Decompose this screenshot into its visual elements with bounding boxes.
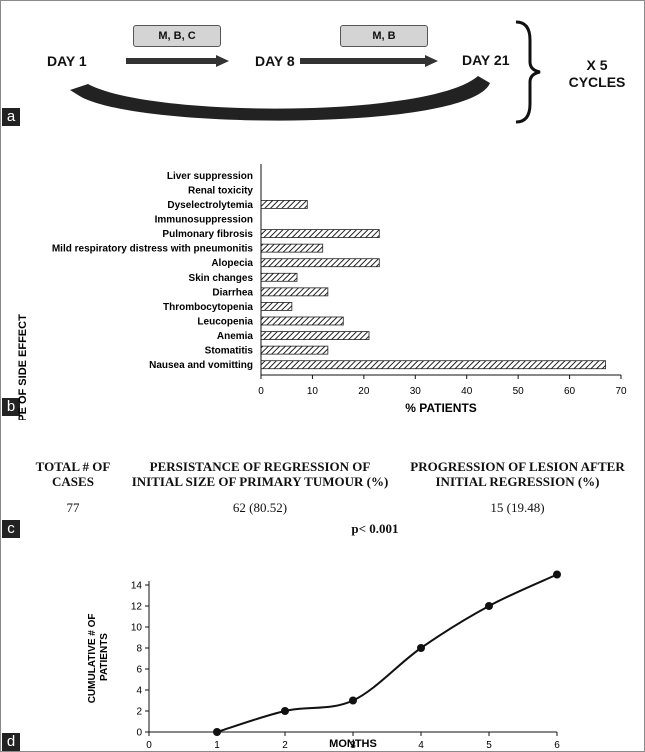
x-tick-label: 70 xyxy=(615,386,627,397)
data-point xyxy=(213,728,221,736)
category-label: Renal toxicity xyxy=(188,185,253,196)
x-tick-label: 6 xyxy=(554,740,560,750)
bar xyxy=(260,200,308,209)
category-label: Dyselectrolytemia xyxy=(167,200,253,211)
y-tick-label: 8 xyxy=(136,644,142,655)
bar xyxy=(260,316,344,326)
day-21-label: DAY 21 xyxy=(462,52,510,68)
panel-label-c: c xyxy=(2,520,20,538)
x-tick-label: 50 xyxy=(513,386,525,397)
data-point xyxy=(417,644,425,652)
y-axis-title-line1: CUMULATIVE # OF xyxy=(87,613,98,703)
category-label: Diarrhea xyxy=(212,287,253,298)
category-label: Leucopenia xyxy=(197,317,253,328)
data-point xyxy=(349,696,357,705)
table-value-persistence: 62 (80.52) xyxy=(232,500,288,515)
table-value-progression: 15 (19.48) xyxy=(490,500,545,515)
header-progression-line2: INITIAL REGRESSION (%) xyxy=(435,474,600,489)
x-tick-label: 60 xyxy=(564,386,576,397)
panel-label-b: b xyxy=(2,398,20,416)
cycle-brace xyxy=(515,20,541,124)
cycles-word: CYCLES xyxy=(568,74,626,90)
x-axis-title: MONTHS xyxy=(329,738,377,750)
header-cases-line2: CASES xyxy=(52,474,94,489)
bar xyxy=(260,345,329,355)
category-label: Immunosuppression xyxy=(155,215,253,226)
x-tick-label: 0 xyxy=(146,740,152,750)
bar xyxy=(260,243,324,253)
table-value-cases: 77 xyxy=(66,500,80,515)
category-label: Nausea and vomitting xyxy=(149,360,253,371)
bar xyxy=(260,258,380,268)
header-persistence-line1: PERSISTANCE OF REGRESSION OF xyxy=(149,459,371,474)
schedule-arrows xyxy=(70,20,541,124)
cycles-label: X 5 CYCLES xyxy=(567,57,627,91)
x-tick-label: 40 xyxy=(461,386,473,397)
day-8-label: DAY 8 xyxy=(255,53,295,69)
y-tick-label: 14 xyxy=(131,581,143,592)
series-line xyxy=(216,573,558,733)
y-axis-title: CUMULATIVE # OF PATIENTS xyxy=(87,611,110,704)
category-label: Stomatitis xyxy=(205,346,254,357)
x-axis-title: % PATIENTS xyxy=(405,401,477,415)
side-effects-bar-chart: Liver suppression Renal toxicity Dyselectr… xyxy=(17,164,627,420)
header-progression-line1: PROGRESSION OF LESION AFTER xyxy=(410,459,625,474)
panel-label-d: d xyxy=(2,733,20,751)
category-label: Mild respiratory distress with pneumonit… xyxy=(52,244,254,255)
bar xyxy=(260,287,329,297)
header-persistence-line2: INITIAL SIZE OF PRIMARY TUMOUR (%) xyxy=(131,474,389,489)
data-point xyxy=(485,602,493,610)
y-tick-label: 2 xyxy=(136,707,142,718)
x-tick-label: 3 xyxy=(350,740,356,750)
category-label: Skin changes xyxy=(189,273,254,284)
category-label: Liver suppression xyxy=(167,171,253,182)
x-tick-label: 4 xyxy=(418,740,424,750)
panel-label-a: a xyxy=(2,108,20,126)
table-header-progression: PROGRESSION OF LESION AFTER INITIAL REGR… xyxy=(395,459,640,489)
arrow-day1-to-day8 xyxy=(126,55,229,67)
category-label: Anemia xyxy=(217,331,254,342)
cycles-count: X 5 xyxy=(586,57,608,73)
y-tick-label: 6 xyxy=(136,665,142,676)
x-tick-label: 0 xyxy=(258,386,264,397)
x-tick-label: 30 xyxy=(410,386,422,397)
category-label: Thrombocytopenia xyxy=(163,302,253,313)
y-tick-label: 4 xyxy=(136,686,142,697)
return-arrow xyxy=(70,76,490,121)
category-label: Alopecia xyxy=(211,258,253,269)
data-point xyxy=(281,707,289,715)
y-axis-title-line2: PATIENTS xyxy=(99,633,110,681)
data-point xyxy=(553,570,561,579)
table-header-cases: TOTAL # OF CASES xyxy=(14,459,132,489)
x-tick-label: 2 xyxy=(282,740,288,750)
category-label: Pulmonary fibrosis xyxy=(162,229,253,240)
header-cases-line1: TOTAL # OF xyxy=(35,459,111,474)
bar xyxy=(260,229,380,238)
arrow-day8-to-day21 xyxy=(300,55,438,67)
x-tick-label: 1 xyxy=(214,740,220,750)
table-header-persistence: PERSISTANCE OF REGRESSION OF INITIAL SIZ… xyxy=(110,459,410,489)
x-tick-label: 5 xyxy=(486,740,492,750)
bar xyxy=(260,331,370,340)
y-tick-label: 12 xyxy=(131,602,143,613)
y-tick-label: 10 xyxy=(131,623,143,634)
drug-box-2: M, B xyxy=(340,25,428,47)
bar xyxy=(260,360,606,370)
day-1-label: DAY 1 xyxy=(47,53,87,69)
drug-box-1: M, B, C xyxy=(133,25,221,47)
x-tick-label: 10 xyxy=(307,386,319,397)
x-tick-label: 20 xyxy=(358,386,370,397)
bar xyxy=(260,272,298,282)
y-axis-title: TYPE OF SIDE EFFECT xyxy=(17,314,29,420)
bar xyxy=(260,302,293,311)
y-tick-label: 0 xyxy=(136,728,142,739)
p-value: p< 0.001 xyxy=(351,521,399,536)
